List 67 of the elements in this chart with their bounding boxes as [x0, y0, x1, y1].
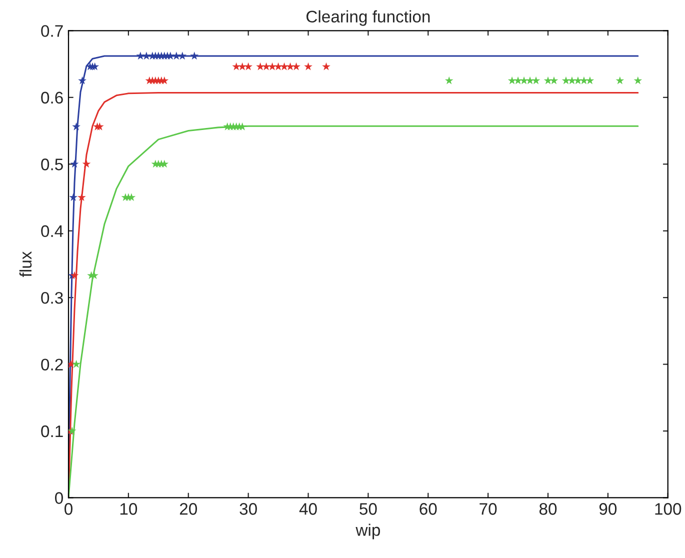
point [514, 76, 522, 84]
point [444, 76, 454, 84]
x-tick-label: 60 [420, 503, 437, 515]
chart-title: Clearing function [306, 10, 430, 26]
point [238, 122, 246, 130]
point [280, 62, 288, 70]
point [70, 271, 79, 280]
point [178, 52, 187, 60]
point [78, 193, 86, 202]
point [508, 76, 516, 84]
point [82, 160, 91, 168]
point [69, 193, 78, 202]
point [286, 62, 294, 70]
point [268, 62, 276, 70]
point [190, 52, 199, 60]
y-tick-label: 0.3 [41, 292, 63, 304]
point [322, 62, 330, 70]
x-tick-label: 100 [655, 503, 682, 515]
point [304, 62, 312, 70]
x-tick-label: 80 [539, 503, 557, 515]
x-tick-label: 70 [480, 503, 497, 515]
x-tick-label: 50 [360, 503, 377, 515]
y-tick-label: 0.1 [41, 425, 63, 438]
point [568, 76, 576, 84]
point [562, 76, 570, 84]
point [95, 122, 104, 130]
point [70, 160, 79, 168]
point [90, 62, 100, 70]
point [526, 76, 534, 84]
point [72, 122, 80, 130]
point [634, 76, 642, 84]
point [262, 62, 270, 70]
point [72, 360, 80, 368]
point [232, 62, 240, 70]
point [292, 62, 300, 70]
x-tick-label: 40 [299, 503, 317, 515]
point [274, 62, 282, 70]
point [520, 76, 528, 84]
x-tick-label: 90 [599, 503, 617, 515]
point [244, 62, 252, 70]
y-tick-label: 0 [55, 492, 63, 504]
x-axis-title: wip [356, 524, 380, 540]
point [142, 52, 151, 60]
point [544, 76, 552, 84]
y-tick-label: 0.5 [41, 158, 63, 170]
point [616, 76, 624, 84]
point [78, 76, 86, 84]
point [532, 76, 540, 84]
point [136, 52, 145, 60]
x-tick-label: 10 [120, 503, 138, 515]
point [172, 52, 181, 60]
point [586, 76, 594, 84]
point [580, 76, 588, 84]
point [256, 62, 264, 70]
x-tick-label: 20 [180, 503, 197, 515]
point [574, 76, 582, 84]
y-axis-title: flux [19, 251, 32, 277]
point [160, 76, 169, 84]
y-tick-label: 0.6 [41, 92, 63, 104]
x-tick-label: 30 [240, 503, 257, 515]
x-tick-label: 0 [64, 503, 72, 515]
point [238, 62, 246, 70]
point [90, 271, 98, 280]
y-tick-label: 0.2 [41, 358, 63, 370]
y-tick-label: 0.7 [41, 25, 63, 37]
point [550, 76, 558, 84]
y-tick-label: 0.4 [41, 225, 64, 238]
